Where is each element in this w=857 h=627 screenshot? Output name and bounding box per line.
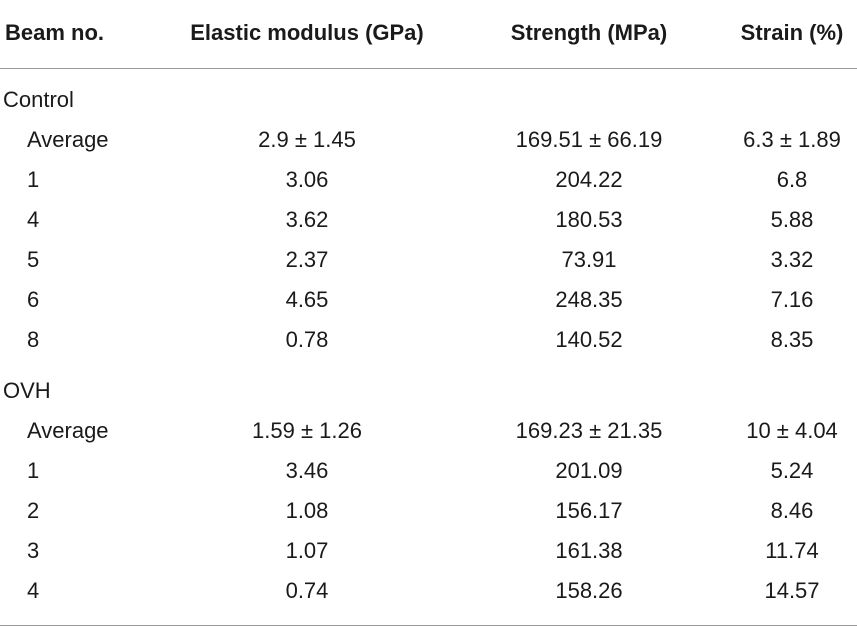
cell: 161.38 bbox=[555, 538, 623, 563]
cell: 3.06 bbox=[285, 167, 329, 192]
cell: 4.65 bbox=[285, 287, 329, 312]
cell: 1.59 ± 1.26 bbox=[252, 418, 362, 443]
cell: 3.62 bbox=[285, 207, 329, 232]
cell: 140.52 bbox=[555, 327, 623, 352]
cell: 0.78 bbox=[285, 327, 329, 352]
cell: 14.57 bbox=[764, 578, 820, 603]
cell: 3.32 bbox=[770, 247, 814, 272]
cell: 201.09 bbox=[555, 458, 623, 483]
cell: 169.51 ± 66.19 bbox=[515, 127, 663, 152]
cell: 1.08 bbox=[285, 498, 329, 523]
group-label: Control bbox=[3, 87, 74, 112]
cell: 3.46 bbox=[285, 458, 329, 483]
column-header: Beam no. bbox=[5, 20, 105, 45]
cell: 0.74 bbox=[285, 578, 329, 603]
cell: 1.07 bbox=[285, 538, 329, 563]
row-label: 4 bbox=[27, 578, 40, 603]
cell: 158.26 bbox=[555, 578, 623, 603]
group-label: OVH bbox=[3, 378, 51, 403]
cell: 8.46 bbox=[770, 498, 814, 523]
cell: 180.53 bbox=[555, 207, 623, 232]
row-label: 6 bbox=[27, 287, 40, 312]
column-header: Elastic modulus (GPa) bbox=[190, 20, 424, 45]
cell: 7.16 bbox=[770, 287, 814, 312]
cell: 6.8 bbox=[776, 167, 808, 192]
row-label: 3 bbox=[27, 538, 40, 563]
cell: 169.23 ± 21.35 bbox=[515, 418, 663, 443]
row-label: Average bbox=[27, 418, 109, 443]
cell: 2.9 ± 1.45 bbox=[258, 127, 356, 152]
row-label: 5 bbox=[27, 247, 40, 272]
cell: 6.3 ± 1.89 bbox=[743, 127, 841, 152]
cell: 204.22 bbox=[555, 167, 623, 192]
cell: 2.37 bbox=[285, 247, 329, 272]
column-header: Strength (MPa) bbox=[510, 20, 668, 45]
cell: 8.35 bbox=[770, 327, 814, 352]
cell: 11.74 bbox=[765, 538, 819, 563]
bottom-rule bbox=[0, 625, 857, 626]
cell: 10 ± 4.04 bbox=[746, 418, 838, 443]
cell: 5.88 bbox=[770, 207, 814, 232]
column-header: Strain (%) bbox=[740, 20, 844, 45]
header-rule bbox=[0, 68, 857, 69]
row-label: 1 bbox=[27, 458, 40, 483]
row-label: 2 bbox=[27, 498, 40, 523]
cell: 5.24 bbox=[770, 458, 814, 483]
cell: 73.91 bbox=[561, 247, 617, 272]
row-label: 4 bbox=[27, 207, 40, 232]
row-label: Average bbox=[27, 127, 109, 152]
row-label: 8 bbox=[27, 327, 40, 352]
cell: 248.35 bbox=[555, 287, 623, 312]
row-label: 1 bbox=[27, 167, 40, 192]
cell: 156.17 bbox=[555, 498, 623, 523]
